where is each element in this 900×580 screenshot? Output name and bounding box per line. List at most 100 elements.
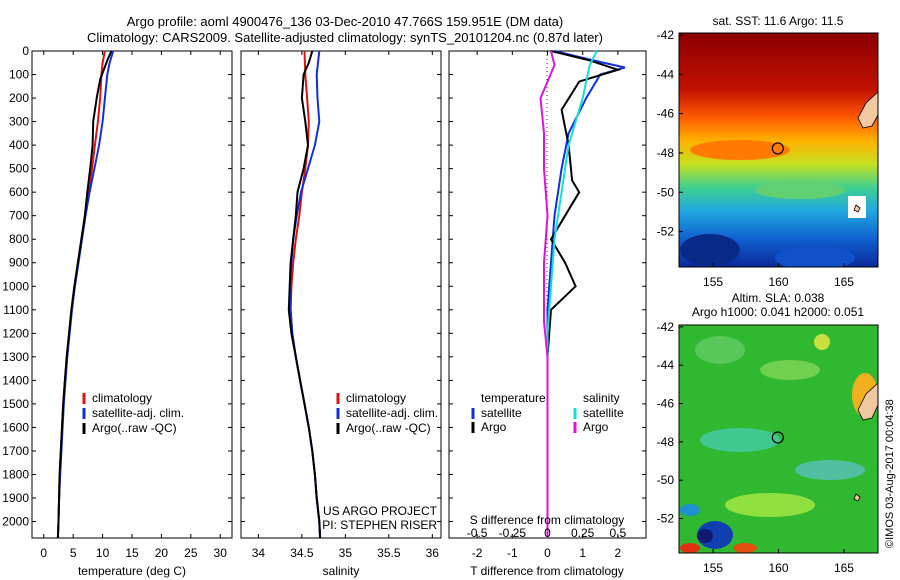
- sla-patch: [725, 493, 815, 517]
- map-y-tick-label: -46: [657, 397, 675, 411]
- legend-label: satellite: [481, 406, 522, 420]
- map-y-tick-label: -42: [657, 320, 675, 334]
- x-tick-label: 36: [426, 546, 440, 560]
- s-tick-label: 0.5: [610, 526, 627, 540]
- legend-label: Argo: [481, 420, 507, 434]
- salinity-xlabel: salinity: [323, 564, 360, 578]
- series-line-satellite: [546, 50, 598, 538]
- legend-label: Argo: [583, 420, 609, 434]
- x-tick-label: 15: [125, 546, 139, 560]
- map-y-tick-label: -48: [657, 435, 675, 449]
- y-tick-label: 400: [9, 138, 29, 152]
- sla-low-patch: [680, 504, 700, 516]
- x-tick-label: 1: [579, 546, 586, 560]
- map-y-tick-label: -44: [657, 358, 675, 372]
- s-tick-label: -0.5: [467, 526, 488, 540]
- y-tick-label: 600: [9, 185, 29, 199]
- legend-label: Argo(..raw -QC): [92, 421, 177, 435]
- sst-map: sat. SST: 11.6 Argo: 11.5 155 160 165 -42 -4…: [657, 14, 879, 289]
- sst-map-title: sat. SST: 11.6 Argo: 11.5: [713, 14, 844, 28]
- temperature-panel: 0 5 10 15 20 25 300100200300400500600700800900…: [2, 44, 233, 578]
- legend-label: satellite: [583, 406, 624, 420]
- map-y-tick-label: -50: [657, 185, 675, 199]
- sla-map-title: Altim. SLA: 0.038: [732, 291, 825, 305]
- map-x-tick-label: 160: [768, 561, 788, 575]
- x-tick-label: -2: [472, 546, 483, 560]
- map-x-tick-label: 155: [703, 561, 723, 575]
- x-tick-label: 2: [615, 546, 622, 560]
- x-tick-label: 5: [70, 546, 77, 560]
- x-tick-label: 0: [40, 546, 47, 560]
- y-tick-label: 1200: [2, 326, 29, 340]
- sla-high-patch: [680, 543, 700, 553]
- float-position-marker: [771, 142, 784, 155]
- y-tick-label: 1900: [2, 491, 29, 505]
- s-difference-label: S difference from climatology: [470, 513, 625, 527]
- new-zealand-coast: [857, 382, 878, 421]
- map-y-tick-label: -52: [657, 512, 675, 526]
- map-y-tick-label: -46: [657, 107, 675, 121]
- map-y-tick-label: -42: [657, 28, 675, 42]
- series-line-argo: [56, 50, 113, 539]
- difference-panel: -2 -1 0 1 2 temperature salinitysatelliteArgo…: [448, 50, 647, 578]
- island-coast: [853, 204, 861, 213]
- sst-cool-patch: [680, 234, 740, 266]
- x-tick-label: -1: [507, 546, 518, 560]
- header-line-2: Climatology: CARS2009. Satellite-adjuste…: [87, 30, 603, 45]
- s-tick-label: -0.25: [499, 526, 527, 540]
- temperature-axes: [31, 50, 233, 539]
- sla-patch: [760, 360, 820, 380]
- map-y-tick-label: -48: [657, 146, 675, 160]
- s-difference-ticks: -0.5 -0.25 0 0.25 0.5: [467, 526, 627, 540]
- y-tick-label: 100: [9, 68, 29, 82]
- y-tick-label: 1700: [2, 444, 29, 458]
- sla-map: Altim. SLA: 0.038 Argo h1000: 0.041 h200…: [657, 291, 879, 575]
- map-x-tick-label: 165: [834, 561, 854, 575]
- sla-patch: [795, 460, 865, 480]
- sla-low-patch: [697, 529, 713, 543]
- x-tick-label: 34.5: [290, 546, 314, 560]
- new-zealand-coast: [857, 91, 878, 129]
- s-tick-label: 0.25: [571, 526, 595, 540]
- y-tick-label: 1100: [3, 303, 29, 317]
- sla-patch: [814, 334, 830, 350]
- x-tick-label: 34: [252, 546, 266, 560]
- map-x-tick-label: 160: [768, 275, 788, 289]
- s-tick-label: 0: [544, 526, 551, 540]
- y-tick-label: 1400: [2, 373, 29, 387]
- copyright-stamp: ©IMOS 03-Aug-2017 00:04:38: [884, 399, 896, 548]
- legend-label: satellite-adj. clim.: [92, 406, 184, 420]
- t-difference-label: T difference from climatology: [470, 564, 624, 578]
- sst-green-patch: [755, 181, 845, 199]
- y-tick-label: 800: [9, 232, 29, 246]
- x-tick-label: 35: [339, 546, 353, 560]
- temperature-xlabel: temperature (deg C): [78, 564, 186, 578]
- series-line-satellite: [546, 50, 626, 538]
- legend-label: climatology: [346, 391, 406, 405]
- y-tick-label: 1600: [2, 420, 29, 434]
- float-position-marker: [771, 431, 784, 444]
- y-tick-label: 300: [9, 115, 29, 129]
- sla-map-subtitle: Argo h1000: 0.041 h2000: 0.051: [692, 305, 864, 319]
- y-tick-label: 0: [22, 44, 29, 58]
- series-line-argo: [546, 50, 622, 538]
- sst-warm-patch: [690, 140, 790, 160]
- legend-label: Argo(..raw -QC): [346, 421, 431, 435]
- legend-title-temperature: temperature: [481, 391, 546, 405]
- map-y-tick-label: -44: [657, 67, 675, 81]
- y-tick-label: 200: [9, 91, 29, 105]
- project-annotation: US ARGO PROJECT: [323, 504, 438, 518]
- sla-patch: [695, 336, 745, 364]
- pi-annotation: PI: STEPHEN RISER: [322, 518, 437, 532]
- y-tick-label: 1300: [2, 350, 29, 364]
- map-x-tick-label: 155: [703, 275, 723, 289]
- series-line-argo: [539, 50, 556, 538]
- sst-cool-patch: [775, 246, 855, 267]
- y-tick-label: 1800: [2, 467, 29, 481]
- map-x-tick-label: 165: [834, 275, 854, 289]
- difference-legend: temperature salinitysatelliteArgosatellit…: [471, 391, 624, 434]
- y-tick-label: 1000: [2, 279, 29, 293]
